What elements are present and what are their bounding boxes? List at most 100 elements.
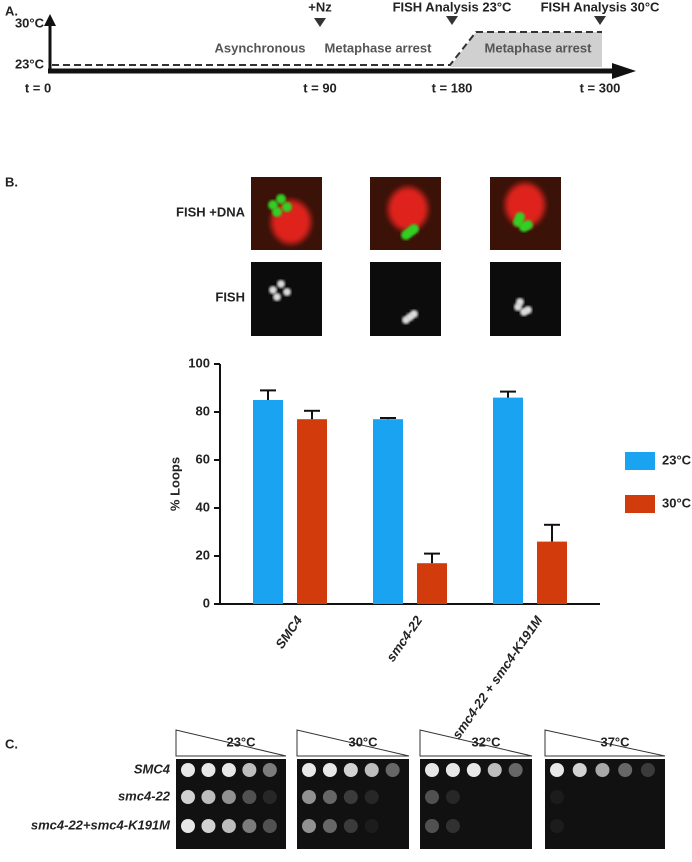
colony-spot [364, 763, 379, 777]
colony-spot [181, 819, 195, 833]
phase-label: Asynchronous [214, 40, 305, 55]
fish-signal [401, 230, 411, 240]
y-tick-label: 100 [188, 355, 210, 370]
bar [253, 400, 283, 604]
micrograph [370, 262, 441, 336]
colony-spot [640, 763, 655, 777]
phase-label: Metaphase arrest [485, 40, 593, 55]
fish-signal [276, 194, 286, 204]
shaded-phase [450, 32, 602, 67]
colony-spot [550, 819, 564, 833]
event-label: +Nz [308, 0, 332, 14]
colony-spot [385, 763, 400, 777]
fish-signal [282, 202, 292, 212]
micrograph [251, 262, 322, 336]
bar [493, 397, 523, 604]
x-tick-label: SMC4 [272, 612, 305, 651]
colony-spot [221, 763, 236, 777]
legend-label: 30°C [662, 495, 692, 510]
colony-spot [322, 790, 337, 804]
time-label: t = 0 [25, 80, 51, 95]
colony-spot [302, 790, 316, 804]
fish-signal [409, 224, 419, 234]
fish-signal [402, 316, 410, 324]
strain-label: smc4-22+smc4-K191M [31, 817, 171, 832]
colony-spot [445, 819, 460, 833]
row-label: FISH [215, 289, 245, 304]
temperature-profile [52, 31, 602, 66]
colony-spot [262, 790, 277, 804]
micrograph [490, 262, 561, 336]
bar [373, 419, 403, 604]
colony-spot [364, 790, 379, 804]
fish-signal [283, 288, 291, 296]
fish-signal [523, 220, 533, 230]
arrow-head [44, 14, 56, 26]
colony-spot [322, 819, 337, 833]
bar [417, 563, 447, 604]
colony-spot [508, 763, 523, 777]
colony-spot [445, 763, 460, 777]
fish-signal [269, 286, 277, 294]
colony-spot [262, 819, 277, 833]
y-tick-label: 20 [196, 547, 210, 562]
temp-label: 32°C [471, 734, 501, 749]
time-label: t = 300 [580, 80, 621, 95]
colony-spot [262, 763, 277, 777]
bar [297, 419, 327, 604]
dilution-triangle [544, 729, 666, 757]
spot-plates: 23°C 30°C 32°C 37°C [175, 729, 666, 849]
phase-label: Metaphase arrest [325, 40, 433, 55]
colony-spot [572, 763, 587, 777]
colony-spot [221, 819, 236, 833]
event-label: FISH Analysis 23°C [393, 0, 512, 14]
colony-spot [201, 763, 216, 777]
colony-spot [595, 763, 610, 777]
fish-signal [272, 207, 282, 217]
arrow-head [612, 63, 636, 79]
temp-label: 30°C [15, 15, 45, 30]
legend-swatch [625, 495, 655, 513]
colony-spot [322, 763, 337, 777]
legend-label: 23°C [662, 452, 692, 467]
panel-label: C. [5, 736, 18, 751]
temp-label: 23°C [15, 56, 45, 71]
strain-label: smc4-22 [118, 788, 171, 803]
colony-spot [550, 763, 564, 777]
legend-swatch [625, 452, 655, 470]
dna-signal [505, 183, 545, 227]
fish-signal [273, 293, 281, 301]
colony-spot [343, 790, 358, 804]
colony-spot [302, 819, 316, 833]
colony-spot [445, 790, 460, 804]
colony-spot [618, 763, 633, 777]
colony-spot [302, 763, 316, 777]
strain-label: SMC4 [134, 761, 171, 776]
temp-label: 23°C [226, 734, 256, 749]
colony-spot [425, 790, 439, 804]
row-label: FISH +DNA [176, 204, 246, 219]
colony-spot [242, 819, 257, 833]
temp-label: 37°C [600, 734, 630, 749]
fish-signal [516, 298, 524, 306]
x-tick-label: smc4-22 [383, 612, 426, 664]
dilution-triangle [175, 729, 287, 757]
colony-spot [242, 763, 257, 777]
time-label: t = 90 [303, 80, 337, 95]
panel-label: A. [5, 3, 18, 18]
bar [537, 541, 567, 604]
y-axis-label: % Loops [167, 457, 182, 511]
colony-spot [242, 790, 257, 804]
colony-spot [181, 763, 195, 777]
colony-spot [466, 763, 481, 777]
event-arrows [314, 16, 606, 27]
colony-spot [364, 819, 379, 833]
temp-label: 30°C [348, 734, 378, 749]
fish-signal [515, 212, 525, 222]
colony-spot [221, 790, 236, 804]
y-tick-label: 60 [196, 451, 210, 466]
dna-signal [388, 187, 428, 231]
y-tick-label: 80 [196, 403, 210, 418]
colony-spot [201, 819, 216, 833]
